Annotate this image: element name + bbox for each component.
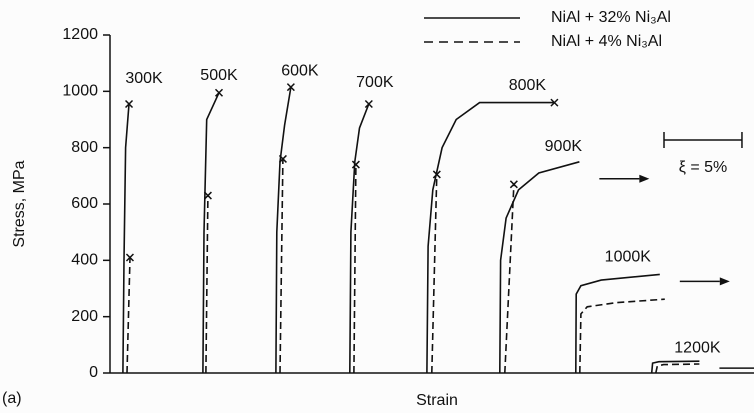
curve	[126, 257, 131, 374]
y-tick-label: 400	[71, 252, 98, 269]
legend-label: NiAl + 4% Ni₃Al	[551, 33, 662, 50]
y-axis-label: Stress, MPa	[11, 160, 28, 247]
curve	[205, 195, 209, 374]
fracture-marker	[214, 88, 224, 97]
temperature-label: 600K	[281, 62, 319, 79]
curve	[579, 298, 665, 374]
temperature-label: 900K	[545, 138, 583, 155]
curve	[202, 92, 220, 374]
curve	[504, 184, 515, 374]
y-tick-label: 1200	[62, 26, 98, 43]
fracture-marker	[124, 99, 134, 109]
curve	[426, 101, 555, 374]
fracture-marker	[203, 191, 212, 200]
curve	[499, 161, 580, 374]
curve	[349, 103, 370, 374]
curve	[431, 174, 438, 374]
temperature-label: 500K	[200, 67, 238, 84]
y-tick-label: 800	[71, 139, 98, 156]
curve	[655, 363, 700, 374]
fracture-marker	[432, 170, 441, 179]
fracture-marker	[278, 154, 287, 163]
arrow-head	[719, 277, 730, 286]
fracture-marker	[509, 180, 518, 189]
curve	[575, 273, 660, 374]
temperature-label: 1000K	[605, 249, 652, 266]
fracture-marker	[550, 98, 559, 107]
panel-label: (a)	[2, 390, 22, 407]
scale-bar-label: ξ = 5%	[679, 159, 728, 176]
curve	[275, 86, 292, 374]
temperature-label: 700K	[356, 74, 394, 91]
y-tick-label: 0	[89, 364, 98, 381]
fracture-marker	[364, 99, 373, 109]
curve	[353, 164, 357, 374]
temperature-label: 800K	[509, 77, 547, 94]
temperature-label: 300K	[125, 70, 163, 87]
temperature-label: 1200K	[674, 339, 721, 356]
curve	[279, 158, 284, 374]
fracture-marker	[286, 83, 295, 92]
legend-label: NiAl + 32% Ni₃Al	[551, 9, 671, 26]
fracture-marker	[125, 253, 134, 262]
fracture-marker	[351, 160, 360, 169]
curve	[122, 103, 130, 374]
x-axis-label: Strain	[416, 392, 458, 409]
arrow-head	[639, 174, 650, 183]
y-tick-label: 600	[71, 195, 98, 212]
y-tick-label: 200	[71, 308, 98, 325]
curve	[650, 360, 700, 374]
y-tick-label: 1000	[62, 83, 98, 100]
